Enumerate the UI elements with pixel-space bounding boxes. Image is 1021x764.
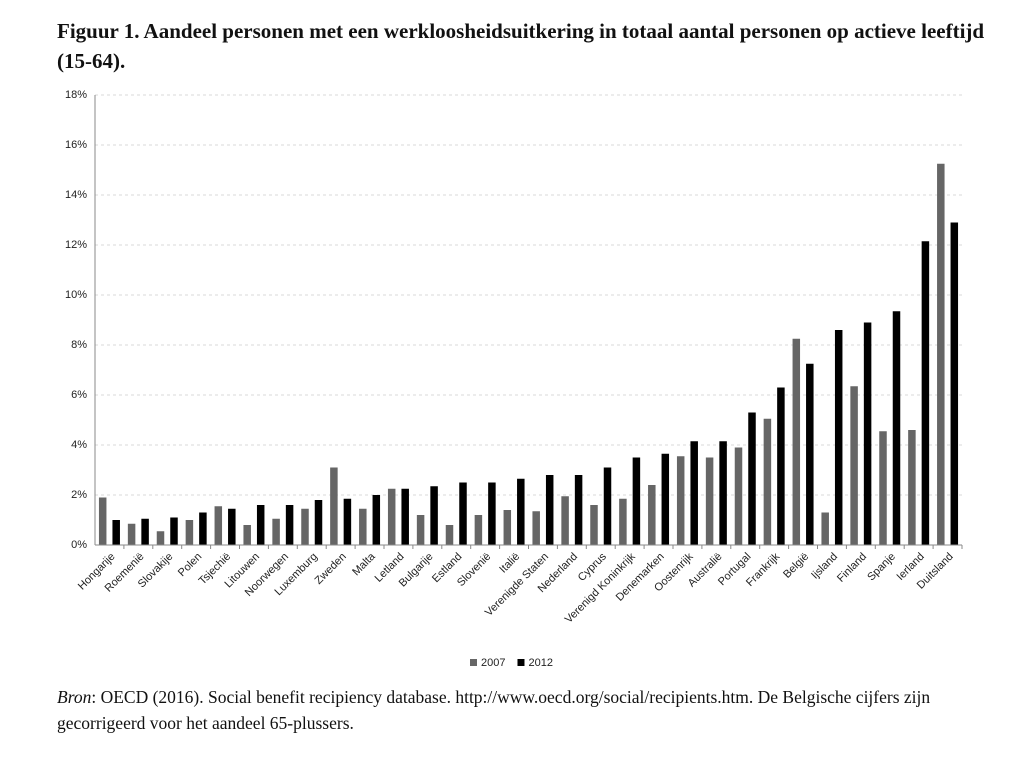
bar: [243, 525, 251, 545]
y-tick-label: 12%: [65, 239, 87, 251]
bar: [908, 430, 916, 545]
y-tick-label: 10%: [65, 289, 87, 301]
bar: [372, 495, 381, 545]
bar: [763, 418, 772, 545]
bar: [863, 322, 872, 545]
bar: [879, 431, 887, 545]
bar: [387, 488, 396, 545]
x-tick-label: Finland: [835, 551, 869, 585]
bar: [806, 363, 814, 545]
bar: [459, 482, 467, 545]
bar: [676, 456, 685, 545]
y-tick-label: 2%: [71, 489, 87, 501]
bar: [690, 441, 698, 545]
bar: [734, 447, 743, 545]
bar: [603, 467, 612, 545]
bar: [719, 441, 727, 545]
y-tick-label: 18%: [65, 89, 87, 101]
bar: [950, 222, 959, 545]
bar: [228, 508, 236, 545]
y-tick-label: 14%: [65, 189, 87, 201]
bar: [314, 500, 323, 545]
bar: [488, 482, 496, 545]
bar: [199, 512, 207, 545]
source-note: Bron: OECD (2016). Social benefit recipi…: [57, 684, 982, 736]
bar: [619, 498, 627, 545]
bar: [170, 517, 178, 545]
bar: [661, 453, 670, 545]
bar: [574, 475, 583, 545]
x-tick-label: Italië: [497, 551, 522, 576]
bar: [256, 505, 265, 545]
bar: [632, 457, 641, 545]
bar: [748, 412, 756, 545]
bar: [545, 475, 554, 545]
chart: 0%2%4%6%8%10%12%14%16%18%HongarijeRoemen…: [65, 89, 963, 669]
bar: [821, 512, 829, 545]
bar: [792, 338, 801, 545]
bar: [214, 506, 223, 545]
bar: [937, 163, 945, 545]
y-tick-label: 0%: [71, 539, 87, 551]
bar: [921, 241, 930, 545]
y-tick-label: 8%: [71, 339, 87, 351]
bar: [112, 520, 120, 545]
legend-swatch: [517, 659, 525, 666]
y-tick-label: 6%: [71, 389, 87, 401]
bar: [272, 518, 280, 545]
bar: [517, 478, 525, 545]
bar: [850, 386, 858, 545]
bar: [892, 311, 901, 545]
bar: [430, 486, 438, 545]
bar: [416, 515, 425, 545]
bar: [705, 457, 714, 545]
bar: [330, 467, 338, 545]
bar: [445, 525, 454, 545]
bar: [343, 498, 352, 545]
bar: [474, 515, 483, 545]
legend-label: 2012: [528, 657, 552, 669]
bar: [285, 505, 294, 545]
bar: [777, 387, 785, 545]
bar: [301, 508, 309, 545]
bar: [141, 518, 149, 545]
legend-label: 2007: [481, 657, 505, 669]
bar: [127, 523, 136, 545]
bar: [561, 496, 569, 545]
bar: [185, 520, 194, 545]
legend-swatch: [470, 659, 477, 666]
x-tick-label: Zweden: [313, 551, 349, 587]
bar: [156, 531, 165, 545]
bar: [98, 497, 107, 545]
bar: [401, 488, 409, 545]
chart-title: Figuur 1. Aandeel personen met een werkl…: [57, 19, 985, 73]
bar: [834, 330, 843, 545]
x-tick-label: Spanje: [865, 551, 898, 584]
source-label: Bron: [57, 687, 92, 707]
bar: [648, 485, 656, 545]
source-text: : OECD (2016). Social benefit recipiency…: [57, 687, 931, 733]
bar: [532, 511, 540, 545]
bar: [359, 508, 367, 545]
bar: [503, 510, 512, 545]
x-tick-label: België: [781, 551, 811, 581]
y-tick-label: 4%: [71, 439, 87, 451]
y-tick-label: 16%: [65, 139, 87, 151]
bar: [590, 505, 598, 545]
